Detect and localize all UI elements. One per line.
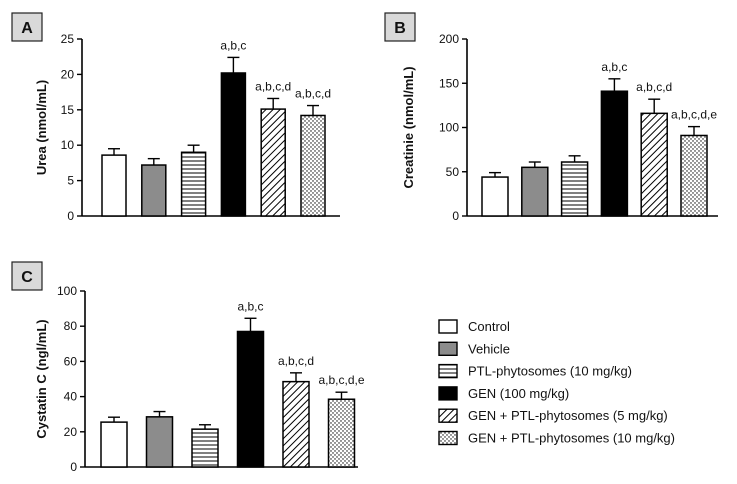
legend-item: Vehicle: [438, 341, 510, 356]
legend-swatch: [438, 363, 458, 379]
panel-label: C: [11, 261, 43, 291]
significance-label: a,b,c,d,e: [318, 373, 364, 387]
legend-item: GEN (100 mg/kg): [438, 386, 569, 401]
bar: [100, 421, 128, 468]
bar: [180, 151, 207, 217]
legend-swatch: [438, 408, 458, 423]
y-tick-label: 0: [67, 209, 74, 223]
legend-label: Vehicle: [468, 341, 510, 356]
bar-group: [100, 416, 128, 468]
bar-group: a,b,c,d: [295, 87, 331, 217]
legend: Control Vehicle PTL-phytosomes (10 mg/kg) G…: [438, 319, 675, 446]
y-tick-label: 100: [57, 284, 77, 298]
y-tick-label: 200: [439, 32, 459, 46]
panel-label-text: C: [21, 269, 33, 286]
y-tick-label: 50: [446, 165, 460, 179]
significance-label: a,b,c,d: [255, 79, 291, 93]
legend-item: PTL-phytosomes (10 mg/kg): [438, 363, 632, 379]
legend-label: Control: [468, 319, 510, 334]
y-tick-label: 80: [64, 319, 78, 333]
legend-label: GEN (100 mg/kg): [468, 386, 569, 401]
bar-group: a,b,c,d: [278, 354, 314, 468]
y-axis-label: Cystatin C (ngl/mL): [34, 319, 49, 438]
panel-label-text: A: [21, 20, 33, 37]
legend-swatch: [438, 319, 458, 334]
bar-group: a,b,c,d: [636, 80, 672, 217]
significance-label: a,b,c: [237, 299, 263, 313]
y-axis-label: Urea (nmol/mL): [34, 80, 49, 175]
bar-group: a,b,c,d: [255, 79, 291, 217]
legend-label: GEN + PTL-phytosomes (5 mg/kg): [468, 408, 668, 423]
bar-group: [191, 424, 219, 468]
panel-b: B 0 50 100 150 200 Creatinie (nmol/mL) a,b,c a,b…: [384, 12, 718, 223]
y-tick-label: 0: [70, 460, 77, 474]
legend-label: PTL-phytosomes (10 mg/kg): [468, 364, 632, 379]
y-tick-label: 20: [64, 425, 78, 439]
legend-swatch: [438, 430, 458, 446]
bar: [640, 112, 668, 217]
bar: [600, 90, 629, 217]
y-tick-label: 100: [439, 121, 459, 135]
bar: [481, 176, 509, 217]
bar-group: [481, 171, 509, 217]
y-tick-label: 25: [61, 32, 75, 46]
bar-group: a,b,c,d,e: [318, 373, 365, 468]
legend-item: GEN + PTL-phytosomes (5 mg/kg): [438, 408, 668, 423]
bar: [260, 108, 286, 217]
bar-group: a,b,c,d,e: [671, 108, 717, 217]
panel-label: A: [11, 12, 43, 42]
significance-label: a,b,c,d,e: [671, 108, 717, 122]
bar: [191, 428, 219, 468]
significance-label: a,b,c: [601, 60, 627, 74]
bar-group: [560, 155, 589, 217]
bar: [101, 154, 127, 217]
y-tick-label: 150: [439, 76, 459, 90]
y-tick-label: 60: [64, 354, 78, 368]
bar: [141, 164, 167, 217]
significance-label: a,b,c,d: [278, 354, 314, 368]
y-tick-label: 40: [64, 390, 78, 404]
legend-swatch: [438, 386, 458, 401]
panel-label: B: [384, 12, 416, 42]
significance-label: a,b,c,d: [295, 87, 331, 101]
bar: [282, 380, 310, 468]
bar: [560, 161, 589, 217]
significance-label: a,b,c: [220, 38, 246, 52]
bar: [327, 398, 356, 468]
bar-group: a,b,c: [220, 38, 247, 217]
bar-group: [180, 144, 207, 217]
bar-group: [141, 157, 167, 217]
y-tick-label: 5: [67, 174, 74, 188]
y-axis-label: Creatinie (nmol/mL): [401, 66, 416, 188]
y-tick-label: 20: [61, 67, 75, 81]
bar-group: a,b,c: [600, 60, 629, 217]
bar-group: [521, 161, 549, 217]
bar: [236, 330, 265, 468]
y-tick-label: 15: [61, 103, 75, 117]
legend-label: GEN + PTL-phytosomes (10 mg/kg): [468, 431, 675, 446]
legend-swatch: [438, 341, 458, 356]
panel-c: C 0 20 40 60 80 100 Cystatin C (ngl/mL) a,b,c a,b…: [11, 261, 365, 474]
legend-item: Control: [438, 319, 510, 334]
bar-group: [145, 410, 174, 468]
panel-a: A 0 5 10 15 20 25 Urea (nmol/mL) a,b,c a,b,c,d a,b…: [11, 12, 340, 223]
bar: [300, 114, 326, 217]
bar: [521, 166, 549, 217]
bar: [220, 72, 247, 217]
bar: [680, 134, 708, 217]
y-tick-label: 0: [452, 209, 459, 223]
bar-group: a,b,c: [236, 299, 265, 468]
y-tick-label: 10: [61, 138, 75, 152]
significance-label: a,b,c,d: [636, 80, 672, 94]
legend-item: GEN + PTL-phytosomes (10 mg/kg): [438, 430, 675, 446]
bar: [145, 416, 174, 468]
panel-label-text: B: [394, 20, 406, 37]
bar-group: [101, 148, 127, 217]
